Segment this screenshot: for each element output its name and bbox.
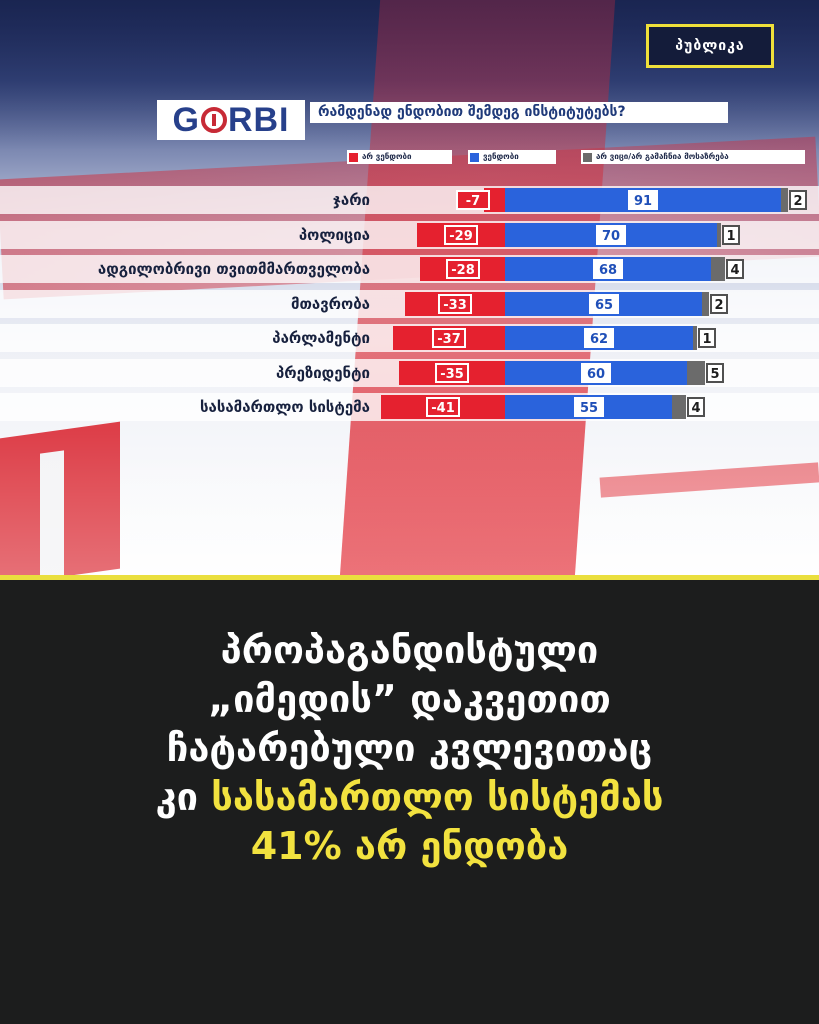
value-label-dont-know: 2 xyxy=(789,190,807,210)
value-label-trust: 68 xyxy=(593,259,623,279)
value-label-dont-know: 1 xyxy=(698,328,716,348)
yellow-divider xyxy=(0,575,819,580)
value-label-trust: 65 xyxy=(589,294,619,314)
value-label-dont-know: 5 xyxy=(706,363,724,383)
legend-label: ვენდობი xyxy=(483,150,519,164)
caption-line-2: „იმედის” დაკვეთით xyxy=(20,675,799,724)
category-label: პარლამენტი xyxy=(272,324,370,352)
category-label: ადგილობრივი თვითმმართველობა xyxy=(98,255,370,283)
value-label-distrust: -28 xyxy=(446,259,480,279)
value-label-distrust: -29 xyxy=(444,225,478,245)
chart-photo-panel: პუბლიკა G RBI რამდენად ენდობით შემდეგ ინს… xyxy=(0,0,819,577)
flag-lower-shade xyxy=(0,430,819,577)
value-label-trust: 91 xyxy=(628,190,658,210)
value-label-dont-know: 4 xyxy=(687,397,705,417)
legend-swatch-blue xyxy=(470,153,479,162)
value-label-dont-know: 4 xyxy=(726,259,744,279)
chart-title: რამდენად ენდობით შემდეგ ინსტიტუტებს? xyxy=(310,102,728,123)
value-label-distrust: -7 xyxy=(456,190,490,210)
brand-badge: პუბლიკა xyxy=(646,24,774,68)
legend-item-trust: ვენდობი xyxy=(468,150,556,164)
caption-plain: კი xyxy=(156,775,212,819)
value-label-distrust: -37 xyxy=(432,328,466,348)
caption-line-4: კი სასამართლო სისტემას xyxy=(20,773,799,822)
value-label-trust: 60 xyxy=(581,363,611,383)
legend-item-dont-know: არ ვიცი/არ გამაჩნია მოსაზრება xyxy=(581,150,805,164)
caption-line-5: 41% არ ენდობა xyxy=(20,822,799,871)
legend-item-distrust: არ ვენდობი xyxy=(347,150,452,164)
bar-dont-know xyxy=(693,326,697,350)
category-label: ჯარი xyxy=(333,186,370,214)
value-label-dont-know: 1 xyxy=(722,225,740,245)
bar-dont-know xyxy=(672,395,686,419)
caption-line-3: ჩატარებული კვლევითაც xyxy=(20,724,799,773)
logo-prefix: G xyxy=(172,101,199,140)
value-label-dont-know: 2 xyxy=(710,294,728,314)
legend-swatch-gray xyxy=(583,153,592,162)
bar-dont-know xyxy=(717,223,721,247)
value-label-distrust: -41 xyxy=(426,397,460,417)
legend-label: არ ვენდობი xyxy=(362,150,412,164)
value-label-distrust: -33 xyxy=(438,294,472,314)
value-label-distrust: -35 xyxy=(435,363,469,383)
headline-caption: პროპაგანდისტული „იმედის” დაკვეთით ჩატარე… xyxy=(20,626,799,871)
globe-icon xyxy=(201,107,227,133)
bar-dont-know xyxy=(711,257,725,281)
bar-dont-know xyxy=(687,361,705,385)
category-label: პრეზიდენტი xyxy=(276,359,370,387)
category-label: პოლიცია xyxy=(299,221,370,249)
caption-line-1: პროპაგანდისტული xyxy=(20,626,799,675)
value-label-trust: 62 xyxy=(584,328,614,348)
category-label: სასამართლო სისტემა xyxy=(200,393,370,421)
category-label: მთავრობა xyxy=(291,290,370,318)
value-label-trust: 55 xyxy=(574,397,604,417)
legend-swatch-red xyxy=(349,153,358,162)
bar-dont-know xyxy=(781,188,788,212)
caption-highlight: სასამართლო სისტემას xyxy=(211,775,663,819)
gorbi-logo: G RBI xyxy=(157,100,305,140)
value-label-trust: 70 xyxy=(596,225,626,245)
logo-suffix: RBI xyxy=(228,101,290,140)
legend-label: არ ვიცი/არ გამაჩნია მოსაზრება xyxy=(596,150,729,164)
bar-dont-know xyxy=(702,292,709,316)
